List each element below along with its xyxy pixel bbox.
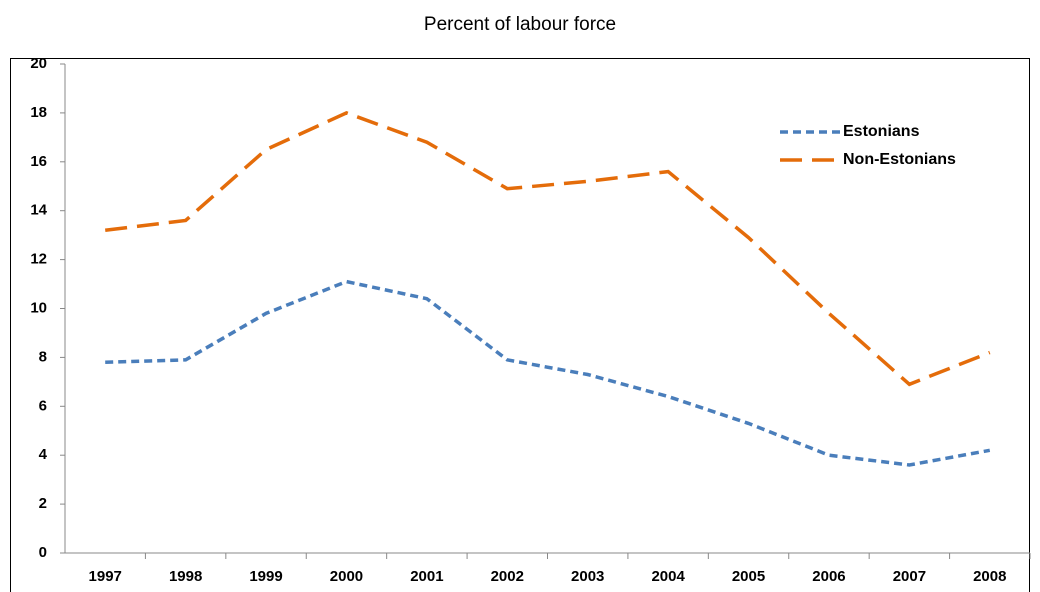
y-tick-label: 18 — [30, 104, 47, 121]
x-tick-label: 2001 — [410, 568, 443, 585]
x-tick-label: 2007 — [893, 568, 926, 585]
x-tick-label: 2004 — [651, 568, 685, 585]
y-tick-label: 16 — [30, 153, 47, 170]
y-tick-label: 12 — [30, 251, 47, 268]
x-tick-label: 2005 — [732, 568, 765, 585]
y-tick-label: 10 — [30, 299, 47, 316]
series-line — [104, 111, 991, 387]
x-tick-label: 1999 — [249, 568, 282, 585]
x-tick-label: 2000 — [330, 568, 363, 585]
y-tick-label: 0 — [39, 544, 47, 561]
y-tick-label: 6 — [39, 397, 47, 414]
series-line — [105, 279, 991, 467]
legend-label: Non-Estonians — [843, 151, 956, 168]
y-tick-label: 2 — [39, 495, 47, 512]
x-tick-label: 2008 — [973, 568, 1006, 585]
x-tick-label: 2006 — [812, 568, 845, 585]
x-tick-label: 2002 — [491, 568, 524, 585]
x-tick-label: 1997 — [89, 568, 122, 585]
chart-frame — [10, 58, 1030, 592]
chart-title: Percent of labour force — [424, 14, 616, 35]
y-tick-label: 14 — [30, 202, 47, 219]
legend-label: Estonians — [843, 123, 920, 140]
x-tick-label: 2003 — [571, 568, 604, 585]
x-tick-label: 1998 — [169, 568, 202, 585]
y-tick-label: 20 — [30, 55, 47, 72]
y-tick-label: 8 — [39, 348, 47, 365]
y-tick-label: 4 — [39, 446, 48, 463]
